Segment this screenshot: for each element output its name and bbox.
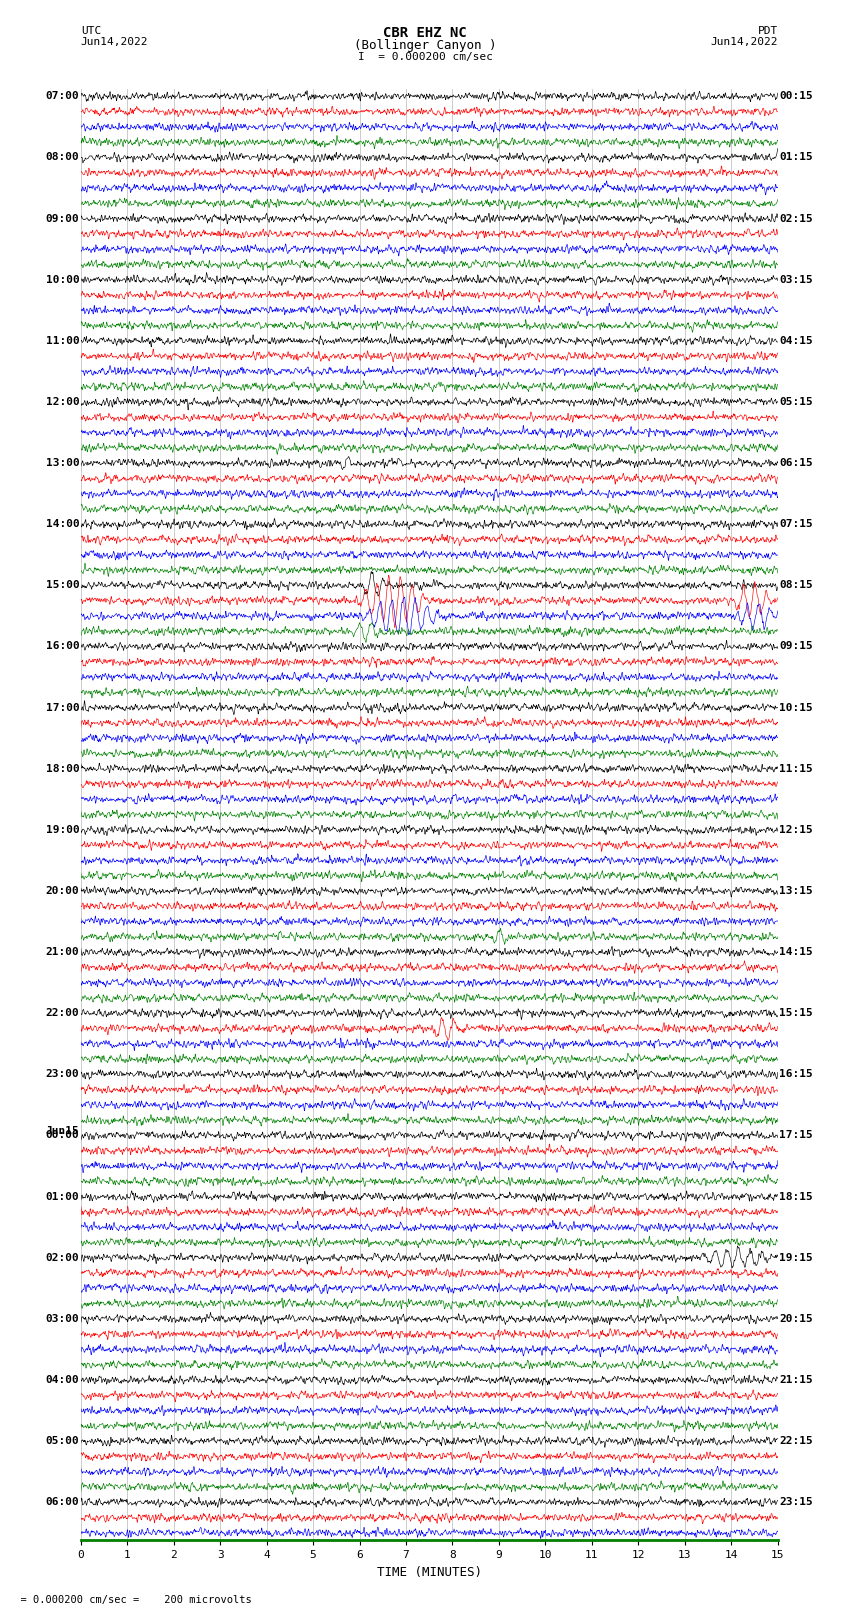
Text: 14:15: 14:15 xyxy=(779,947,813,957)
Text: 17:00: 17:00 xyxy=(46,703,79,713)
Text: CBR EHZ NC: CBR EHZ NC xyxy=(383,26,467,40)
Text: 00:15: 00:15 xyxy=(779,92,813,102)
Text: 07:00: 07:00 xyxy=(46,92,79,102)
Text: 23:15: 23:15 xyxy=(779,1497,813,1507)
Text: 10:15: 10:15 xyxy=(779,703,813,713)
Text: 17:15: 17:15 xyxy=(779,1131,813,1140)
Text: 04:15: 04:15 xyxy=(779,336,813,345)
Text: 15:15: 15:15 xyxy=(779,1008,813,1018)
Text: 15:00: 15:00 xyxy=(46,581,79,590)
Text: = 0.000200 cm/sec =    200 microvolts: = 0.000200 cm/sec = 200 microvolts xyxy=(8,1595,252,1605)
Text: 11:00: 11:00 xyxy=(46,336,79,345)
Text: 04:00: 04:00 xyxy=(46,1374,79,1386)
Text: 01:15: 01:15 xyxy=(779,153,813,163)
Text: 18:15: 18:15 xyxy=(779,1192,813,1202)
Text: 14:00: 14:00 xyxy=(46,519,79,529)
Text: 19:00: 19:00 xyxy=(46,824,79,836)
Text: 06:15: 06:15 xyxy=(779,458,813,468)
Text: 08:15: 08:15 xyxy=(779,581,813,590)
Text: 13:00: 13:00 xyxy=(46,458,79,468)
Text: 23:00: 23:00 xyxy=(46,1069,79,1079)
Text: 10:00: 10:00 xyxy=(46,274,79,286)
Text: 21:00: 21:00 xyxy=(46,947,79,957)
Text: 20:00: 20:00 xyxy=(46,886,79,895)
Text: 20:15: 20:15 xyxy=(779,1315,813,1324)
Text: 12:15: 12:15 xyxy=(779,824,813,836)
Text: 02:15: 02:15 xyxy=(779,213,813,224)
Text: 19:15: 19:15 xyxy=(779,1253,813,1263)
Text: 22:00: 22:00 xyxy=(46,1008,79,1018)
Text: PDT: PDT xyxy=(757,26,778,35)
Text: 09:00: 09:00 xyxy=(46,213,79,224)
Text: 16:00: 16:00 xyxy=(46,642,79,652)
Text: Jun15: Jun15 xyxy=(46,1126,79,1136)
Text: 08:00: 08:00 xyxy=(46,153,79,163)
Text: Jun14,2022: Jun14,2022 xyxy=(711,37,778,47)
Text: 18:00: 18:00 xyxy=(46,763,79,774)
X-axis label: TIME (MINUTES): TIME (MINUTES) xyxy=(377,1566,482,1579)
Text: 05:15: 05:15 xyxy=(779,397,813,406)
Text: 02:00: 02:00 xyxy=(46,1253,79,1263)
Text: 16:15: 16:15 xyxy=(779,1069,813,1079)
Text: 03:15: 03:15 xyxy=(779,274,813,286)
Text: UTC: UTC xyxy=(81,26,101,35)
Text: I  = 0.000200 cm/sec: I = 0.000200 cm/sec xyxy=(358,52,492,61)
Text: 21:15: 21:15 xyxy=(779,1374,813,1386)
Text: 12:00: 12:00 xyxy=(46,397,79,406)
Text: 05:00: 05:00 xyxy=(46,1436,79,1447)
Text: 00:00: 00:00 xyxy=(46,1131,79,1140)
Text: Jun14,2022: Jun14,2022 xyxy=(81,37,148,47)
Text: 06:00: 06:00 xyxy=(46,1497,79,1507)
Text: 13:15: 13:15 xyxy=(779,886,813,895)
Text: 01:00: 01:00 xyxy=(46,1192,79,1202)
Text: 07:15: 07:15 xyxy=(779,519,813,529)
Text: 11:15: 11:15 xyxy=(779,763,813,774)
Text: 03:00: 03:00 xyxy=(46,1315,79,1324)
Text: 09:15: 09:15 xyxy=(779,642,813,652)
Text: 22:15: 22:15 xyxy=(779,1436,813,1447)
Text: (Bollinger Canyon ): (Bollinger Canyon ) xyxy=(354,39,496,52)
